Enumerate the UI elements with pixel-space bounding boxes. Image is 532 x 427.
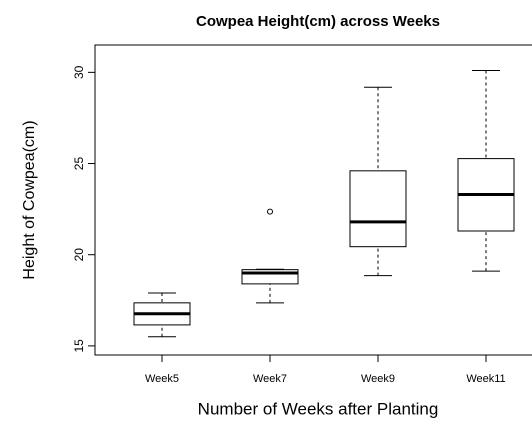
- chart-title: Cowpea Height(cm) across Weeks: [196, 13, 440, 30]
- x-tick-label: Week7: [253, 373, 287, 385]
- y-tick-label: 20: [72, 248, 86, 262]
- plot-frame: [94, 44, 532, 356]
- y-tick-label: 30: [72, 65, 86, 79]
- y-axis-label: Height of Cowpea(cm): [21, 120, 38, 279]
- outlier: [267, 208, 273, 215]
- y-tick-label: 25: [72, 157, 86, 171]
- x-tick-label: Week9: [361, 373, 395, 385]
- y-tick-label: 15: [72, 339, 86, 353]
- box: [349, 170, 407, 248]
- x-axis-label: Number of Weeks after Planting: [198, 399, 439, 418]
- x-tick-label: Week11: [466, 373, 505, 385]
- x-tick-label: Week5: [145, 373, 179, 385]
